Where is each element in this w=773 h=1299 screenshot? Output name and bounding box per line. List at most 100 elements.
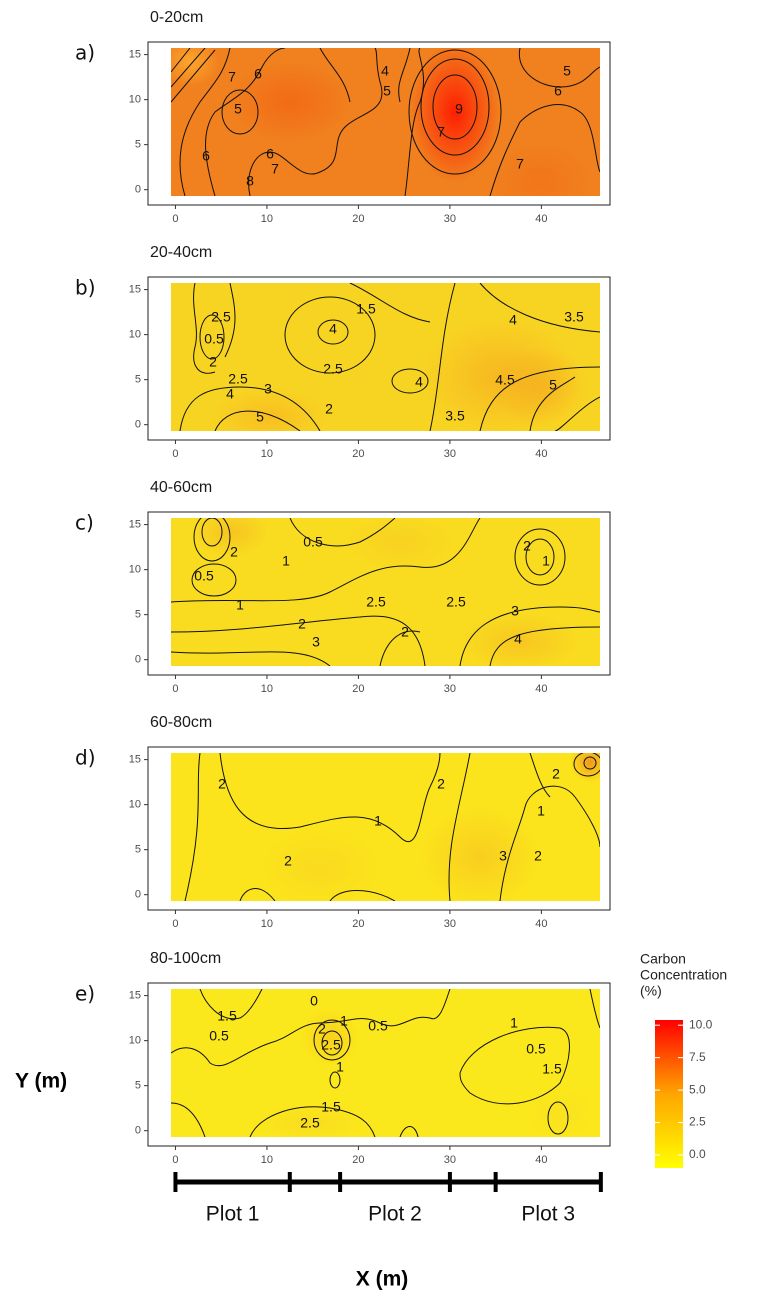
contour-label: 6 <box>266 146 274 162</box>
x-axis-label: X (m) <box>356 1268 409 1291</box>
field-shade <box>570 753 600 782</box>
y-tick-label: 10 <box>129 564 141 576</box>
panel-label: d) <box>75 746 96 770</box>
plot-frame <box>147 276 611 441</box>
field-shade <box>410 48 500 182</box>
contour-line <box>529 376 576 431</box>
contour-line <box>404 48 425 196</box>
x-tick-label: 10 <box>261 683 273 695</box>
plot-frame <box>147 511 611 676</box>
contour-field <box>171 753 600 901</box>
contour-label: 2.5 <box>321 1037 341 1053</box>
contour-label: 1 <box>374 813 382 829</box>
x-tick-label: 40 <box>535 448 547 460</box>
contour-lines <box>179 283 600 431</box>
contour-label: 2 <box>523 538 531 554</box>
field-shade <box>230 62 350 142</box>
contour-field <box>171 283 600 431</box>
contour-label: 2 <box>230 544 238 560</box>
contour-label: 0.5 <box>194 568 214 584</box>
contour-line <box>379 630 421 666</box>
x-tick-label: 0 <box>172 213 178 225</box>
contour-label: 2.5 <box>211 309 231 325</box>
contour-line <box>205 48 286 196</box>
contour-label: 4 <box>226 386 234 402</box>
contour-label: 1 <box>537 803 545 819</box>
contour-line <box>420 58 490 156</box>
contour-label: 4 <box>509 312 517 328</box>
contour-line <box>221 89 259 135</box>
contour-label: 5 <box>256 409 264 425</box>
contour-label: 5 <box>563 63 571 79</box>
contour-line <box>529 753 551 798</box>
y-tick-label: 0 <box>135 1125 141 1137</box>
contour-line <box>289 518 396 547</box>
contour-label: 2 <box>298 616 306 632</box>
contour-label: 1 <box>336 1059 344 1075</box>
contour-label: 1 <box>542 553 550 569</box>
contour-line <box>179 386 321 431</box>
contour-line <box>398 48 411 103</box>
contour-label: 1 <box>236 597 244 613</box>
contour-label: 0.5 <box>204 331 224 347</box>
x-tick-label: 30 <box>444 448 456 460</box>
x-tick-label: 10 <box>261 918 273 930</box>
field-shade <box>460 612 580 666</box>
y-tick-label: 5 <box>135 374 141 386</box>
y-tick-label: 15 <box>129 519 141 531</box>
field-shade <box>490 142 590 196</box>
contour-label: 2 <box>437 776 445 792</box>
contour-line <box>191 563 237 597</box>
colorbar-tick-label: 0.0 <box>689 1147 706 1161</box>
colorbar-title: Carbon <box>640 951 686 967</box>
contour-label: 9 <box>455 101 463 117</box>
x-tick-label: 10 <box>261 448 273 460</box>
contour-line <box>171 48 191 73</box>
contour-line <box>349 283 431 323</box>
contour-line <box>518 48 600 88</box>
contour-line <box>313 1019 351 1061</box>
contour-label: 1 <box>282 553 290 569</box>
contour-line <box>554 396 600 431</box>
contour-label: 3 <box>499 848 507 864</box>
contour-label: 5 <box>383 83 391 99</box>
y-tick-label: 0 <box>135 184 141 196</box>
y-tick-label: 10 <box>129 1035 141 1047</box>
contour-lines <box>171 48 600 196</box>
contour-line <box>321 1030 343 1056</box>
x-tick-label: 20 <box>352 918 364 930</box>
field-shade <box>490 347 590 427</box>
contour-line <box>459 606 600 666</box>
contour-lines <box>184 753 600 901</box>
contour-line <box>171 518 481 603</box>
contour-label: 2 <box>552 766 560 782</box>
contour-label: 3 <box>511 603 519 619</box>
contour-line <box>489 626 600 666</box>
panel-title: 80-100cm <box>150 950 221 967</box>
x-tick-label: 20 <box>352 213 364 225</box>
y-tick-label: 5 <box>135 609 141 621</box>
x-tick-label: 40 <box>535 1154 547 1166</box>
contour-line <box>479 366 600 431</box>
contour-label: 0.5 <box>209 1028 229 1044</box>
y-tick-label: 0 <box>135 419 141 431</box>
contour-line <box>171 615 426 666</box>
contour-line <box>399 1126 419 1137</box>
contour-label: 2.5 <box>366 594 386 610</box>
contour-label: 7 <box>228 69 236 85</box>
y-tick-label: 5 <box>135 1080 141 1092</box>
contour-label: 2 <box>318 1021 326 1037</box>
contour-line <box>329 890 396 901</box>
contour-line <box>239 888 276 901</box>
y-tick-label: 15 <box>129 990 141 1002</box>
contour-line <box>525 538 555 576</box>
contour-line <box>214 410 301 431</box>
contour-label: 2 <box>218 776 226 792</box>
panel-title: 0-20cm <box>150 9 203 26</box>
contour-line <box>459 1026 570 1105</box>
panel-label: c) <box>75 511 94 535</box>
contour-label: 6 <box>254 66 262 82</box>
contour-label: 3 <box>312 634 320 650</box>
contour-label: 4 <box>514 631 522 647</box>
